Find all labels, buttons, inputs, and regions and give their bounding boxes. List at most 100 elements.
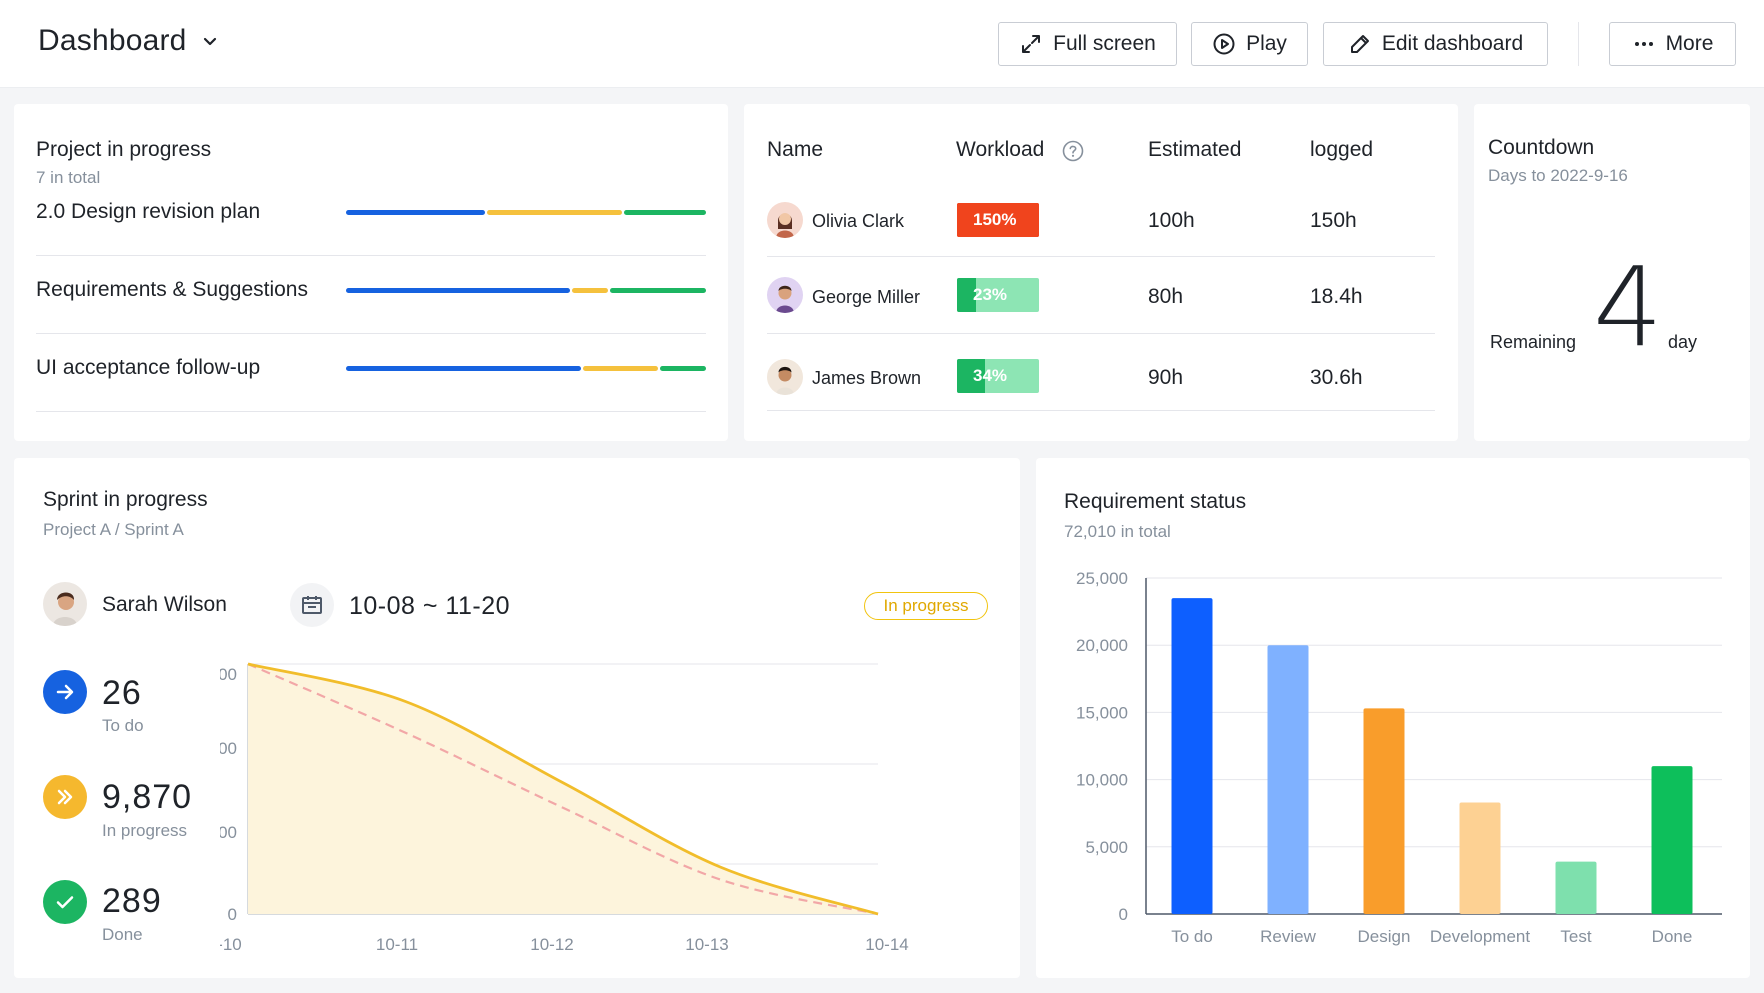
y-tick-label: 5,000 (1085, 838, 1128, 857)
countdown-subtitle: Days to 2022-9-16 (1488, 166, 1628, 185)
x-tick-label: 10-12 (530, 935, 573, 954)
more-button[interactable]: More (1609, 22, 1736, 66)
owner-avatar (43, 582, 87, 626)
requirement-title: Requirement status (1064, 490, 1247, 513)
y-tick-label: 15,000 (1076, 703, 1128, 722)
edit-dashboard-button[interactable]: Edit dashboard (1323, 22, 1548, 66)
status-badge: In progress (864, 592, 988, 620)
estimated-value: 80h (1148, 285, 1184, 308)
project-card-title: Project in progress (36, 138, 212, 161)
fullscreen-button[interactable]: Full screen (998, 22, 1177, 66)
play-circle-icon (1213, 33, 1235, 55)
workload-card (744, 104, 1458, 441)
project-card: Project in progress 7 in total 2.0 Desig… (14, 104, 728, 441)
double-chevron-right-icon (57, 789, 73, 805)
calendar-icon-wrap (290, 583, 334, 627)
workload-fill (957, 203, 1039, 237)
x-tick-label: Review (1260, 927, 1316, 946)
actual-line (247, 662, 879, 916)
pencil-icon (1350, 35, 1369, 53)
edit-dashboard-label: Edit dashboard (1381, 32, 1524, 55)
logged-value: 150h (1310, 209, 1357, 232)
ideal-line (247, 662, 879, 916)
page-title: Dashboard (38, 24, 187, 57)
bar-design (1363, 708, 1405, 914)
x-tick-label: 10-13 (685, 935, 728, 954)
x-tick-label: To do (1171, 927, 1213, 946)
ellipsis-icon (1634, 42, 1653, 46)
x-tick-label: Test (1560, 927, 1591, 946)
member-name: James Brown (812, 368, 922, 388)
dashboard-selector[interactable]: Dashboard (38, 24, 219, 58)
workload-fill (957, 359, 985, 393)
help-circle-icon[interactable] (1062, 140, 1084, 162)
project-name: 2.0 Design revision plan (36, 200, 261, 223)
progress-segment-blue (346, 288, 571, 293)
play-label: Play (1246, 32, 1287, 55)
inprogress-stat-icon (43, 775, 87, 819)
member-name: George Miller (812, 287, 921, 307)
progress-segment-green (609, 288, 706, 293)
inprogress-count: 9,870 (102, 778, 193, 816)
inprogress-label: In progress (102, 821, 188, 840)
requirement-subtitle: 72,010 in total (1064, 522, 1171, 541)
table-row[interactable]: Olivia Clark 150% 100h 150h (767, 180, 1435, 257)
estimated-value: 100h (1148, 209, 1195, 232)
table-row[interactable]: James Brown 34% 90h 30.6h (767, 334, 1435, 411)
countdown-title: Countdown (1488, 136, 1595, 159)
x-tick-label: Design (1358, 927, 1411, 946)
y-tick-label: 10,000 (1076, 771, 1128, 790)
avatar (767, 359, 803, 395)
progress-segment-green (624, 210, 706, 215)
todo-stat-icon (43, 670, 87, 714)
y-tick-label: 25,000 (1076, 569, 1128, 588)
workload-badge: 23% (957, 278, 1039, 312)
project-row[interactable]: UI acceptance follow-up (36, 334, 706, 412)
done-count: 289 (102, 882, 162, 920)
arrow-right-icon (56, 684, 74, 700)
done-stat-icon (43, 880, 87, 924)
project-progress-bar (346, 210, 706, 215)
project-name: Requirements & Suggestions (36, 278, 308, 301)
play-button[interactable]: Play (1191, 22, 1308, 66)
y-tick-label: 0 (228, 905, 237, 924)
sprint-owner-name: Sarah Wilson (102, 593, 227, 616)
chevron-down-icon (203, 37, 216, 46)
project-row[interactable]: 2.0 Design revision plan (36, 178, 706, 256)
countdown-unit: day (1668, 332, 1698, 352)
y-tick-label: 800 (220, 665, 237, 684)
expand-icon (1022, 35, 1041, 53)
progress-segment-blue (346, 366, 581, 371)
requirement-bar-chart: 25,000 20,000 15,000 10,000 5,000 0 To do Revie… (1076, 569, 1722, 946)
workload-value: 23% (973, 285, 1008, 304)
todo-label: To do (102, 716, 144, 735)
countdown-value: 4 (1593, 243, 1663, 371)
fullscreen-label: Full screen (1053, 32, 1156, 55)
header-divider (1578, 22, 1579, 66)
column-header-name: Name (767, 138, 824, 161)
member-name: Olivia Clark (812, 211, 905, 231)
y-tick-label: 400 (220, 823, 237, 842)
column-header-logged: logged (1310, 138, 1374, 161)
progress-segment-yellow (572, 288, 608, 293)
burndown-area (248, 664, 878, 914)
progress-segment-blue (346, 210, 485, 215)
project-progress-bar (346, 366, 706, 371)
sprint-subtitle: Project A / Sprint A (43, 520, 184, 539)
more-label: More (1665, 32, 1714, 55)
progress-segment-green (659, 366, 706, 371)
bar-review (1267, 645, 1309, 914)
check-icon (56, 896, 74, 909)
y-tick-label: 600 (220, 739, 237, 758)
countdown-card: Countdown Days to 2022-9-16 Remaining da… (1474, 104, 1750, 441)
project-row[interactable]: Requirements & Suggestions (36, 256, 706, 334)
progress-segment-yellow (486, 210, 623, 215)
burndown-chart: 800 600 400 0 10-10 10-11 10-12 10-13 10-14 (220, 662, 909, 954)
sprint-date-range: 10-08 ~ 11-20 (349, 592, 511, 620)
bar-to-do (1171, 598, 1213, 914)
project-name: UI acceptance follow-up (36, 356, 261, 379)
logged-value: 18.4h (1310, 285, 1363, 308)
x-tick-label: Development (1430, 927, 1530, 946)
table-row[interactable]: George Miller 23% 80h 18.4h (767, 257, 1435, 334)
x-tick-label: Done (1652, 927, 1693, 946)
